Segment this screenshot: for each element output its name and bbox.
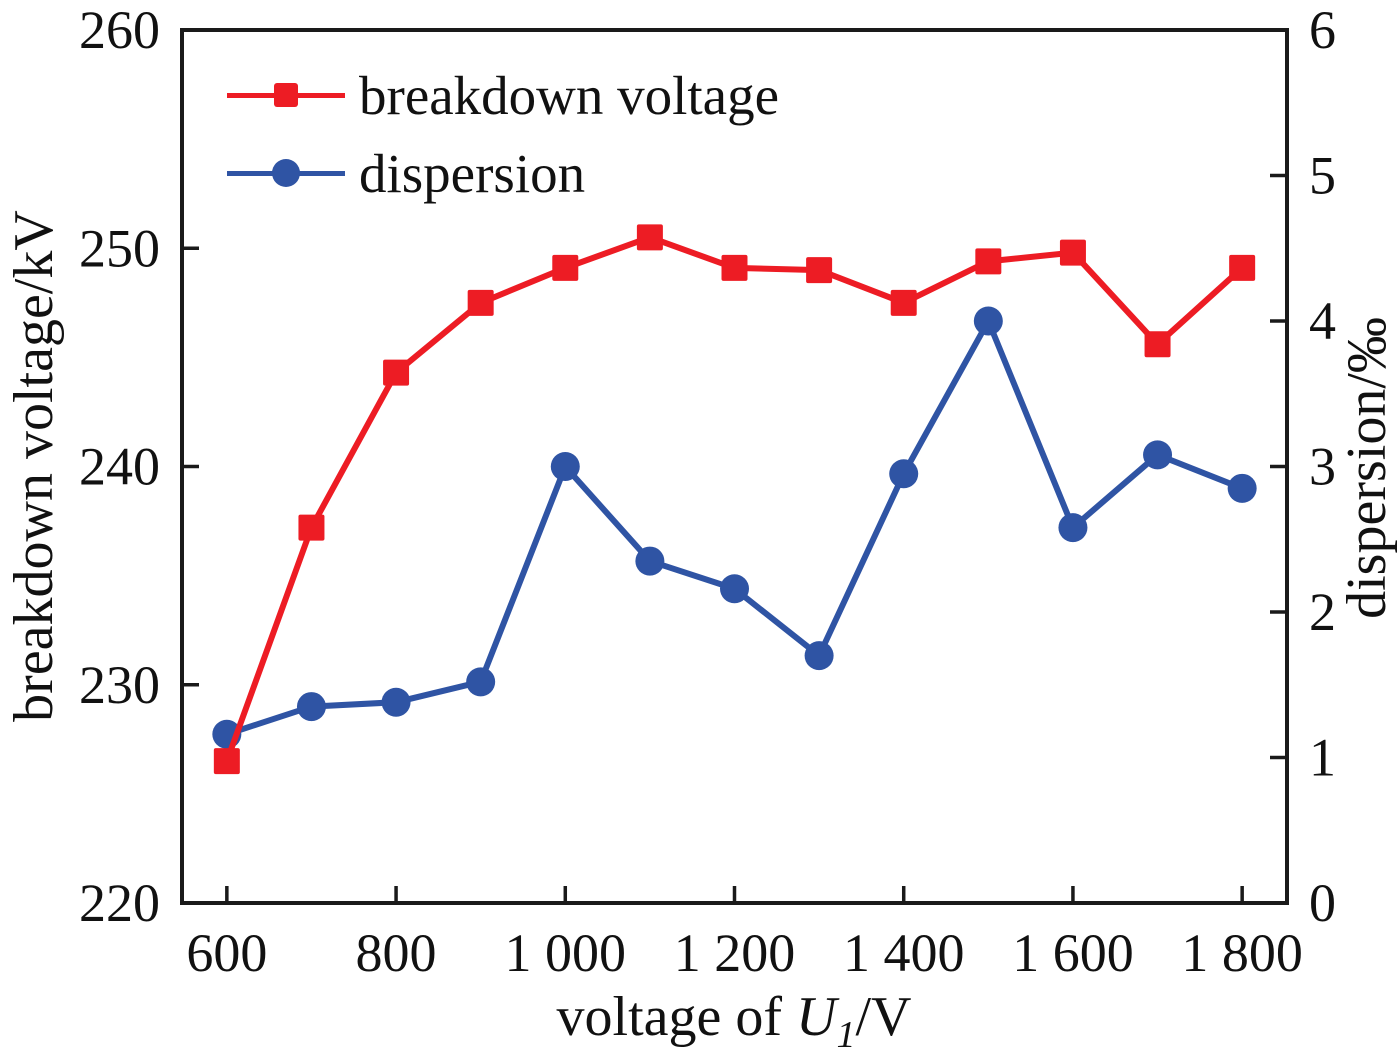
data-point-dispersion (466, 667, 496, 697)
data-point-breakdown-voltage (298, 514, 325, 541)
x-axis-label: voltage of U1/V (556, 985, 912, 1057)
data-point-breakdown-voltage (806, 257, 833, 284)
legend-item-dispersion: dispersion (227, 137, 779, 209)
square-marker-icon (274, 83, 298, 107)
data-point-dispersion (635, 546, 665, 576)
y-left-tick-label: 220 (79, 873, 160, 933)
x-axis-label-subscript: 1 (836, 1014, 856, 1057)
x-tick-label: 1 800 (1181, 923, 1303, 983)
y-right-tick-label: 1 (1309, 728, 1336, 788)
data-point-breakdown-voltage (1059, 239, 1086, 266)
y-right-tick-label: 0 (1309, 873, 1336, 933)
x-tick-label: 1 200 (674, 923, 796, 983)
x-tick-label: 800 (356, 923, 437, 983)
data-point-breakdown-voltage (467, 289, 494, 316)
data-point-breakdown-voltage (552, 254, 579, 281)
y-axis-label-right: dispersion/‰ (1336, 317, 1398, 619)
y-left-tick-label: 250 (79, 218, 160, 278)
x-tick-label: 600 (186, 923, 267, 983)
y-right-tick-label: 6 (1309, 0, 1336, 60)
data-point-dispersion (1227, 473, 1257, 503)
x-tick-label: 1 400 (843, 923, 965, 983)
y-left-tick-label: 230 (79, 655, 160, 715)
data-point-breakdown-voltage (636, 224, 663, 251)
data-point-breakdown-voltage (1144, 331, 1171, 358)
y-right-tick-label: 3 (1309, 437, 1336, 497)
data-point-breakdown-voltage (890, 289, 917, 316)
x-axis-label-prefix: voltage of (556, 986, 796, 1048)
x-tick-label: 1 600 (1012, 923, 1134, 983)
data-point-dispersion (381, 687, 411, 717)
y-left-tick-label: 240 (79, 437, 160, 497)
x-tick-label: 1 000 (505, 923, 627, 983)
legend-label-breakdown-voltage: breakdown voltage (359, 64, 779, 126)
data-point-dispersion (804, 641, 834, 671)
data-point-dispersion (720, 574, 749, 604)
x-axis-label-symbol: U1 (795, 986, 856, 1057)
data-point-dispersion (1143, 440, 1173, 470)
legend-label-dispersion: dispersion (359, 142, 586, 204)
data-point-breakdown-voltage (721, 254, 748, 281)
legend-item-breakdown-voltage: breakdown voltage (227, 59, 779, 131)
data-point-breakdown-voltage (383, 359, 410, 386)
legend-line-red (227, 83, 345, 107)
data-point-dispersion (973, 306, 1003, 336)
data-point-dispersion (1058, 513, 1088, 543)
x-axis-label-suffix: /V (855, 986, 912, 1048)
data-point-dispersion (296, 692, 326, 722)
y-right-tick-label: 5 (1309, 146, 1336, 206)
series-line-dispersion (223, 314, 1246, 738)
series-line-breakdown-voltage (223, 234, 1246, 765)
y-right-tick-label: 4 (1309, 291, 1336, 351)
data-point-dispersion (889, 459, 919, 489)
data-point-breakdown-voltage (213, 748, 240, 775)
legend-line-blue (227, 159, 345, 187)
y-left-tick-label: 260 (79, 0, 160, 60)
y-right-tick-label: 2 (1309, 582, 1336, 642)
data-point-breakdown-voltage (975, 248, 1002, 275)
data-point-dispersion (550, 452, 580, 481)
legend: breakdown voltage dispersion (227, 59, 779, 215)
circle-marker-icon (272, 159, 300, 187)
y-axis-label-left: breakdown voltage/kV (3, 210, 65, 722)
data-point-breakdown-voltage (1229, 254, 1256, 281)
